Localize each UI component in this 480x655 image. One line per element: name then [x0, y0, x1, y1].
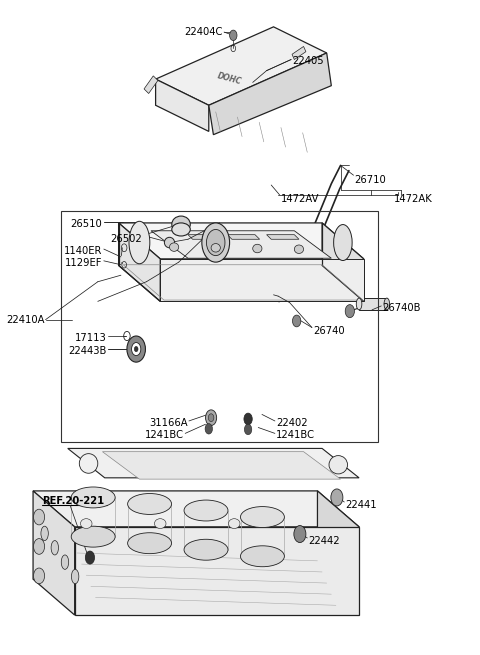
Text: 26510: 26510	[71, 219, 102, 229]
Text: REF.20-221: REF.20-221	[42, 496, 105, 506]
Ellipse shape	[334, 225, 352, 261]
Ellipse shape	[129, 221, 150, 264]
Text: 31166A: 31166A	[149, 418, 188, 428]
Text: 26502: 26502	[110, 234, 142, 244]
Ellipse shape	[71, 487, 115, 508]
Circle shape	[244, 413, 252, 425]
Circle shape	[34, 538, 45, 554]
Circle shape	[85, 551, 95, 564]
Polygon shape	[33, 491, 359, 527]
Circle shape	[208, 414, 214, 422]
Text: 1472AK: 1472AK	[394, 194, 432, 204]
Text: 22442: 22442	[308, 536, 340, 546]
Ellipse shape	[356, 298, 362, 310]
Ellipse shape	[384, 298, 390, 310]
Ellipse shape	[172, 216, 190, 233]
Ellipse shape	[79, 454, 98, 474]
Circle shape	[345, 305, 354, 318]
Text: 1472AV: 1472AV	[280, 194, 319, 204]
Ellipse shape	[184, 500, 228, 521]
Polygon shape	[119, 223, 364, 259]
Circle shape	[206, 229, 225, 255]
Ellipse shape	[128, 533, 171, 553]
Text: 26740B: 26740B	[382, 303, 420, 313]
Circle shape	[34, 509, 45, 525]
Ellipse shape	[329, 456, 348, 474]
Text: 1241BC: 1241BC	[276, 430, 315, 440]
Ellipse shape	[240, 546, 284, 567]
Polygon shape	[102, 452, 341, 479]
Ellipse shape	[41, 526, 48, 540]
Ellipse shape	[72, 569, 79, 584]
Ellipse shape	[184, 539, 228, 560]
Ellipse shape	[169, 243, 179, 252]
Text: 26710: 26710	[354, 175, 386, 185]
Ellipse shape	[164, 237, 175, 248]
Ellipse shape	[252, 244, 262, 253]
Ellipse shape	[211, 244, 220, 252]
Polygon shape	[75, 527, 359, 615]
Circle shape	[244, 424, 252, 435]
Circle shape	[205, 424, 213, 434]
Text: 1140ER: 1140ER	[64, 246, 102, 256]
Polygon shape	[144, 76, 158, 94]
Ellipse shape	[51, 540, 59, 555]
Text: 22441: 22441	[345, 500, 377, 510]
Circle shape	[331, 489, 343, 506]
Ellipse shape	[294, 245, 303, 253]
Text: 17113: 17113	[75, 333, 107, 343]
Polygon shape	[209, 53, 331, 135]
Circle shape	[229, 30, 237, 41]
Ellipse shape	[172, 223, 190, 236]
Polygon shape	[228, 234, 260, 239]
Ellipse shape	[240, 506, 284, 527]
Ellipse shape	[228, 519, 240, 529]
Ellipse shape	[128, 493, 171, 514]
Polygon shape	[188, 234, 220, 239]
Circle shape	[134, 346, 138, 352]
Polygon shape	[317, 491, 359, 615]
Polygon shape	[156, 79, 209, 132]
Text: 22402: 22402	[276, 418, 308, 428]
Ellipse shape	[155, 519, 166, 529]
Ellipse shape	[81, 519, 92, 529]
Polygon shape	[151, 231, 331, 258]
Text: DOHC: DOHC	[216, 71, 243, 86]
Polygon shape	[322, 223, 364, 301]
Ellipse shape	[71, 526, 115, 547]
Polygon shape	[156, 27, 327, 105]
Circle shape	[292, 315, 301, 327]
Polygon shape	[266, 234, 299, 239]
Text: 1129EF: 1129EF	[65, 258, 102, 268]
Circle shape	[132, 343, 141, 356]
Circle shape	[294, 525, 306, 542]
Circle shape	[202, 223, 229, 262]
Text: 26740: 26740	[313, 326, 345, 336]
Polygon shape	[119, 223, 160, 301]
Polygon shape	[68, 449, 359, 478]
Polygon shape	[359, 298, 387, 310]
Polygon shape	[292, 47, 306, 60]
Text: 1241BC: 1241BC	[145, 430, 184, 440]
Text: 22404C: 22404C	[184, 27, 223, 37]
Polygon shape	[33, 491, 75, 615]
Ellipse shape	[61, 555, 69, 569]
Circle shape	[127, 336, 145, 362]
Text: 22443B: 22443B	[69, 346, 107, 356]
Text: 22405: 22405	[292, 56, 324, 66]
Circle shape	[34, 568, 45, 584]
Circle shape	[205, 410, 216, 426]
Polygon shape	[160, 259, 364, 301]
Text: 22410A: 22410A	[6, 314, 45, 325]
